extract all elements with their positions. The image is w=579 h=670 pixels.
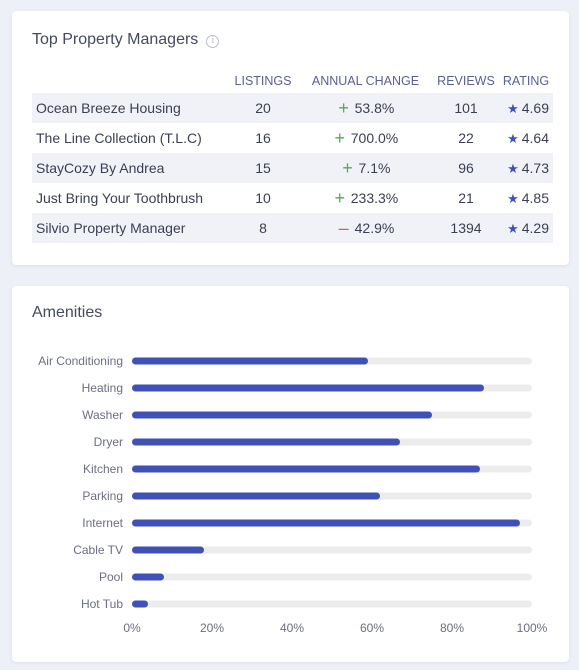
annual-change-value: 42.9% xyxy=(354,220,395,236)
rating-value: 4.29 xyxy=(521,219,549,236)
bar-hot-tub[interactable] xyxy=(132,600,148,608)
manager-name[interactable]: Just Bring Your Toothbrush xyxy=(36,190,204,206)
rating-value: 4.64 xyxy=(521,129,549,146)
x-tick-label: 100% xyxy=(517,621,548,635)
plus-icon: + xyxy=(334,128,345,148)
x-tick-label: 0% xyxy=(123,621,141,635)
bar-washer[interactable] xyxy=(132,411,432,419)
category-label: Cable TV xyxy=(73,543,123,557)
table-header-row: LISTINGS ANNUAL CHANGE REVIEWS RATING xyxy=(32,71,553,93)
bar-pool[interactable] xyxy=(132,573,164,581)
plus-icon: + xyxy=(338,98,349,118)
listings-count: 10 xyxy=(255,190,271,206)
manager-name[interactable]: Silvio Property Manager xyxy=(32,213,228,243)
annual-change: –42.9% xyxy=(298,213,433,243)
category-label: Air Conditioning xyxy=(38,354,123,368)
minus-icon: – xyxy=(338,218,349,238)
column-header-name xyxy=(32,71,228,93)
listings-count: 15 xyxy=(228,153,298,183)
x-tick-label: 60% xyxy=(360,621,384,635)
category-label: Heating xyxy=(82,381,123,395)
table-row[interactable]: Ocean Breeze Housing 20 +53.8% 101 ★ 4.69 xyxy=(32,93,553,123)
star-icon: ★ xyxy=(507,100,519,116)
column-header-listings[interactable]: LISTINGS xyxy=(234,74,292,88)
listings-count: 16 xyxy=(255,130,271,146)
bar-kitchen[interactable] xyxy=(132,465,480,473)
amenities-bar-chart: Air Conditioning Heating Washer Dryer Kitche… xyxy=(38,354,548,635)
annual-change: +700.0% xyxy=(298,123,433,153)
managers-title-text: Top Property Managers xyxy=(32,31,199,48)
bar-heating[interactable] xyxy=(132,384,484,392)
listings-count: 8 xyxy=(228,213,298,243)
annual-change-value: 233.3% xyxy=(350,190,399,206)
category-label: Hot Tub xyxy=(81,597,123,611)
category-label: Washer xyxy=(82,408,123,422)
table-row[interactable]: The Line Collection (T.L.C) 16 +700.0% 22 ★ 4… xyxy=(32,123,553,153)
bar-track xyxy=(132,600,532,608)
plus-icon: + xyxy=(342,158,353,178)
amenities-card: Amenities Air Conditioning Heating Washer D… xyxy=(12,286,569,662)
reviews-count: 101 xyxy=(433,93,499,123)
plus-icon: + xyxy=(334,188,345,208)
rating-value: 4.69 xyxy=(521,99,549,116)
reviews-count: 1394 xyxy=(433,213,499,243)
rating-value: 4.73 xyxy=(521,159,549,176)
rating-value: 4.85 xyxy=(521,189,549,206)
managers-table-body: Ocean Breeze Housing 20 +53.8% 101 ★ 4.69 The … xyxy=(32,93,553,243)
category-label: Parking xyxy=(82,489,123,503)
annual-change: +53.8% xyxy=(298,93,433,123)
x-tick-label: 80% xyxy=(440,621,464,635)
table-row[interactable]: Silvio Property Manager 8–42.9% 1394 ★ 4.29 xyxy=(32,213,553,243)
rating: ★ 4.64 xyxy=(499,123,553,153)
table-row[interactable]: StayCozy By Andrea 15 +7.1% 96 ★ 4.73 xyxy=(32,153,553,183)
x-tick-label: 40% xyxy=(280,621,304,635)
category-label: Pool xyxy=(99,570,123,584)
column-header-rating[interactable]: RATING xyxy=(502,74,550,88)
table-row[interactable]: Just Bring Your Toothbrush 10 +233.3% 21 ★ 4.… xyxy=(32,183,553,213)
managers-table: LISTINGS ANNUAL CHANGE REVIEWS RATING Oc… xyxy=(32,71,553,243)
annual-change: +233.3% xyxy=(298,183,433,213)
manager-name[interactable]: The Line Collection (T.L.C) xyxy=(36,130,202,146)
listings-count: 20 xyxy=(228,93,298,123)
column-header-reviews[interactable]: REVIEWS xyxy=(437,74,495,88)
managers-title: Top Property Managers i xyxy=(32,31,220,49)
rating: ★ 4.85 xyxy=(499,183,553,213)
reviews-count: 22 xyxy=(458,130,474,146)
category-label: Dryer xyxy=(94,435,123,449)
bar-cable-tv[interactable] xyxy=(132,546,204,554)
info-icon[interactable]: i xyxy=(206,35,220,48)
bar-air-conditioning[interactable] xyxy=(132,357,368,365)
column-header-annual-change[interactable]: ANNUAL CHANGE xyxy=(311,74,420,88)
category-label: Internet xyxy=(82,516,123,530)
star-icon: ★ xyxy=(507,190,519,206)
reviews-count: 21 xyxy=(458,190,474,206)
category-label: Kitchen xyxy=(83,462,123,476)
bar-parking[interactable] xyxy=(132,492,380,500)
annual-change-value: 700.0% xyxy=(350,130,399,146)
manager-name[interactable]: StayCozy By Andrea xyxy=(32,153,228,183)
annual-change-value: 53.8% xyxy=(354,100,395,116)
annual-change-value: 7.1% xyxy=(358,160,391,176)
rating: ★ 4.69 xyxy=(499,93,553,123)
star-icon: ★ xyxy=(507,220,519,236)
annual-change: +7.1% xyxy=(298,153,433,183)
bar-track xyxy=(132,573,532,581)
x-tick-label: 20% xyxy=(200,621,224,635)
rating: ★ 4.29 xyxy=(499,213,553,243)
bar-track xyxy=(132,546,532,554)
manager-name[interactable]: Ocean Breeze Housing xyxy=(32,93,228,123)
reviews-count: 96 xyxy=(433,153,499,183)
bar-internet[interactable] xyxy=(132,519,520,527)
amenities-title: Amenities xyxy=(32,304,103,321)
star-icon: ★ xyxy=(507,160,519,176)
star-icon: ★ xyxy=(507,130,519,146)
top-property-managers-card: Top Property Managers i LISTINGS ANNUAL C… xyxy=(12,11,569,265)
rating: ★ 4.73 xyxy=(499,153,553,183)
bar-dryer[interactable] xyxy=(132,438,400,446)
